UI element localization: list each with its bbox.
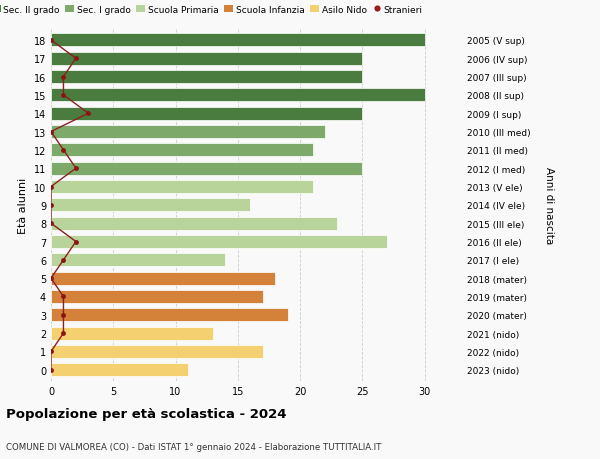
Bar	[51, 180, 313, 194]
Bar	[51, 107, 362, 121]
Y-axis label: Anni di nascita: Anni di nascita	[544, 167, 554, 244]
Bar	[51, 308, 287, 322]
Bar	[51, 144, 313, 157]
Bar	[51, 364, 188, 376]
Bar	[51, 272, 275, 285]
Bar	[51, 162, 362, 175]
Bar	[51, 52, 362, 66]
Text: Popolazione per età scolastica - 2024: Popolazione per età scolastica - 2024	[6, 407, 287, 420]
Bar	[51, 235, 387, 249]
Bar	[51, 254, 226, 267]
Bar	[51, 34, 425, 47]
Bar	[51, 71, 362, 84]
Y-axis label: Età alunni: Età alunni	[18, 177, 28, 234]
Bar	[51, 89, 425, 102]
Bar	[51, 345, 263, 358]
Bar	[51, 126, 325, 139]
Text: COMUNE DI VALMOREA (CO) - Dati ISTAT 1° gennaio 2024 - Elaborazione TUTTITALIA.I: COMUNE DI VALMOREA (CO) - Dati ISTAT 1° …	[6, 442, 382, 451]
Bar	[51, 217, 337, 230]
Bar	[51, 327, 213, 340]
Bar	[51, 290, 263, 303]
Legend: Sec. II grado, Sec. I grado, Scuola Primaria, Scuola Infanzia, Asilo Nido, Stran: Sec. II grado, Sec. I grado, Scuola Prim…	[0, 2, 427, 18]
Bar	[51, 199, 250, 212]
